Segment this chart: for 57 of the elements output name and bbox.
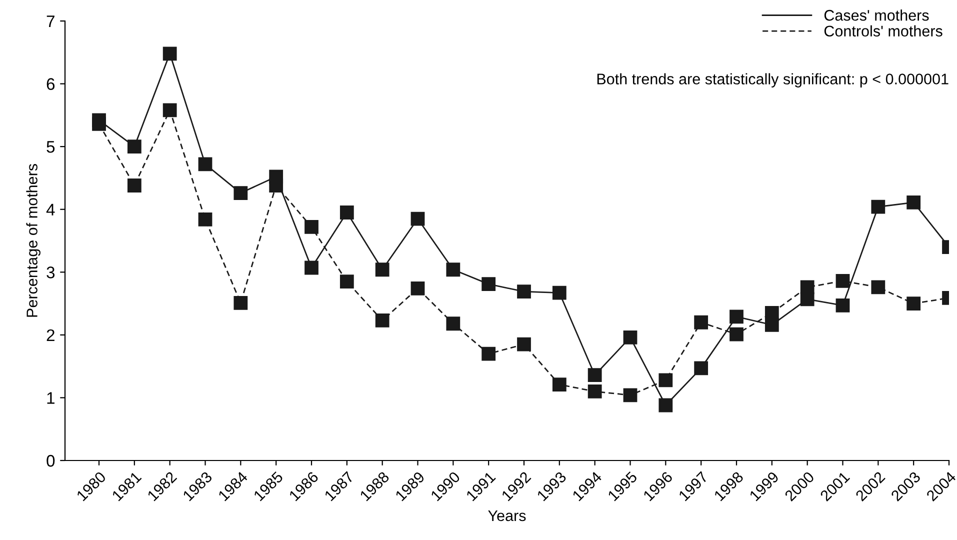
y-tick-label: 3 (46, 266, 55, 278)
y-tick-label: 0 (46, 454, 55, 467)
point (127, 140, 142, 154)
point (836, 274, 850, 288)
point (162, 103, 177, 118)
point (694, 315, 708, 330)
legend-label: Cases' mothers (824, 10, 929, 21)
point (906, 296, 921, 310)
point (552, 286, 566, 300)
point (446, 316, 460, 331)
legend-label: Controls' mothers (824, 25, 942, 37)
point (340, 206, 354, 220)
point (623, 330, 638, 344)
point (304, 220, 318, 234)
point (730, 327, 744, 342)
point (694, 361, 708, 376)
y-tick-label: 4 (46, 204, 55, 216)
point (871, 280, 886, 294)
point (658, 398, 673, 412)
point (304, 260, 318, 275)
point (800, 280, 814, 294)
point (198, 212, 212, 226)
point (836, 298, 850, 312)
point (517, 284, 531, 299)
point (269, 178, 284, 192)
point (446, 262, 460, 277)
annotation: Both trends are statistically significant: p < 0.000001 (597, 73, 948, 88)
point (92, 117, 106, 131)
point (623, 388, 638, 402)
point (375, 262, 390, 277)
point (482, 277, 496, 292)
point (198, 157, 212, 172)
point (410, 282, 425, 296)
point (162, 46, 177, 61)
y-tick-label: 7 (46, 16, 54, 28)
point (764, 306, 779, 320)
y-axis-title: Percentage of mothers (26, 164, 40, 317)
point (482, 346, 496, 361)
point (340, 274, 354, 289)
y-tick-label: 5 (46, 141, 55, 153)
y-tick-label: 1 (47, 392, 54, 404)
point (234, 296, 248, 310)
point (871, 200, 886, 214)
point (234, 186, 248, 200)
point (375, 314, 390, 328)
point (517, 337, 531, 352)
point (588, 384, 602, 398)
point (588, 368, 602, 382)
point (127, 178, 142, 192)
point (730, 310, 744, 324)
point (410, 212, 425, 226)
point (658, 373, 673, 388)
y-tick-label: 6 (46, 78, 55, 90)
x-axis-title: Years (488, 510, 526, 522)
y-tick-label: 2 (46, 329, 54, 341)
point (906, 196, 921, 210)
point (552, 378, 566, 392)
